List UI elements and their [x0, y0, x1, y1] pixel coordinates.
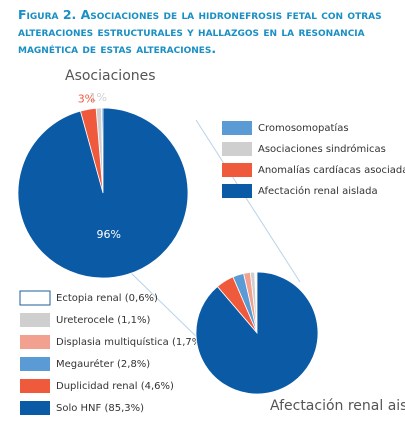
legend-label: Solo HNF (85,3%) [56, 403, 144, 414]
value-label: 1% [90, 91, 107, 104]
legend-label: Ectopia renal (0,6%) [56, 293, 158, 304]
legend-swatch [20, 313, 50, 327]
legend-swatch [20, 379, 50, 393]
value-label: 3% [78, 92, 95, 105]
legend-label: Afectación renal aislada [258, 185, 378, 197]
legend-swatch [222, 184, 252, 198]
legend-swatch [19, 290, 51, 306]
legend-label: Displasia multiquística (1,7%) [56, 336, 205, 348]
legend-label: Ureterocele (1,1%) [56, 315, 151, 326]
connector [129, 271, 206, 346]
legend-swatch [20, 335, 50, 349]
legend-swatch [20, 357, 50, 371]
legend-swatch [222, 163, 252, 177]
pie-slice [195, 271, 319, 395]
figure-title: Figura 2. Asociaciones de la hidronefros… [18, 7, 382, 56]
value-label: 96% [96, 228, 120, 241]
legend-swatch [222, 142, 252, 156]
legend-swatch [222, 121, 252, 135]
pie-slice [17, 107, 189, 279]
legend-label: Megauréter (2,8%) [56, 358, 150, 370]
legend-label: Duplicidad renal (4,6%) [56, 381, 174, 392]
pie-title: Afectación renal aislada [270, 398, 405, 414]
legend-swatch [20, 401, 50, 415]
legend-label: Anomalías cardíacas asociadas [258, 164, 405, 176]
legend-label: Cromosomopatías [258, 122, 349, 134]
pie-title: Asociaciones [65, 68, 156, 84]
connector [195, 119, 301, 283]
figure-title-box: Figura 2. Asociaciones de la hidronefros… [18, 7, 382, 56]
legend-label: Asociaciones sindrómicas [258, 143, 386, 155]
